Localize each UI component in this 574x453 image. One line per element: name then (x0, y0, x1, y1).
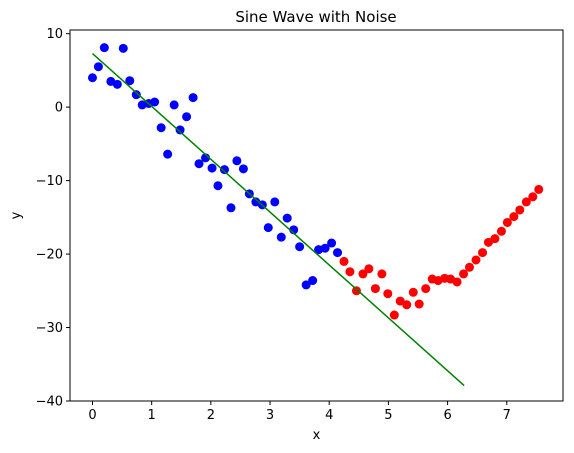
plot-area (88, 43, 543, 385)
data-point-series-1 (497, 227, 506, 236)
data-point-series-1 (377, 269, 386, 278)
data-point-series-0 (283, 214, 292, 223)
data-point-series-1 (453, 277, 462, 286)
trend-line (92, 54, 464, 386)
data-point-series-0 (163, 150, 172, 159)
data-point-series-0 (170, 100, 179, 109)
y-tick-label: −40 (36, 395, 63, 410)
data-point-series-0 (270, 197, 279, 206)
data-point-series-1 (534, 185, 543, 194)
data-point-series-0 (182, 112, 191, 121)
x-tick-label: 5 (384, 408, 392, 423)
data-point-series-0 (100, 43, 109, 52)
y-tick-label: 0 (55, 101, 63, 116)
y-tick-label: 10 (46, 27, 63, 42)
data-point-series-1 (371, 284, 380, 293)
x-axis-label: x (313, 428, 321, 443)
data-point-series-1 (390, 311, 399, 320)
data-point-series-1 (352, 286, 361, 295)
x-tick-label: 6 (443, 408, 451, 423)
data-point-series-1 (383, 289, 392, 298)
data-point-series-1 (340, 257, 349, 266)
x-tick-label: 4 (325, 408, 333, 423)
data-point-series-0 (88, 73, 97, 82)
data-point-series-0 (150, 97, 159, 106)
y-axis: −40 −30 −20 −10 0 10 (36, 27, 70, 409)
data-point-series-0 (327, 239, 336, 248)
x-tick-label: 3 (266, 408, 274, 423)
plot-frame (70, 30, 563, 401)
data-point-series-0 (94, 62, 103, 71)
y-axis-label: y (9, 211, 24, 219)
data-point-series-1 (421, 284, 430, 293)
data-point-series-0 (295, 242, 304, 251)
data-point-series-1 (465, 263, 474, 272)
data-point-series-1 (472, 255, 481, 264)
y-tick-label: −20 (36, 248, 63, 263)
data-point-series-1 (409, 288, 418, 297)
data-point-series-0 (277, 233, 286, 242)
data-point-series-0 (333, 248, 342, 257)
data-point-series-0 (264, 223, 273, 232)
data-point-series-0 (232, 156, 241, 165)
data-point-series-0 (189, 93, 198, 102)
data-point-series-1 (402, 300, 411, 309)
data-point-series-0 (239, 164, 248, 173)
x-axis: 0 1 2 3 4 5 6 7 (88, 401, 511, 423)
data-point-series-0 (119, 44, 128, 53)
data-point-series-0 (308, 276, 317, 285)
data-point-series-0 (208, 164, 217, 173)
x-tick-label: 0 (88, 408, 96, 423)
data-point-series-1 (364, 264, 373, 273)
y-tick-label: −30 (36, 321, 63, 336)
data-point-series-1 (478, 248, 487, 257)
data-point-series-0 (113, 80, 122, 89)
data-point-series-1 (345, 267, 354, 276)
y-tick-label: −10 (36, 174, 63, 189)
x-tick-label: 2 (207, 408, 215, 423)
x-tick-label: 1 (148, 408, 156, 423)
data-point-series-1 (415, 300, 424, 309)
data-point-series-1 (515, 205, 524, 214)
data-point-series-0 (157, 123, 166, 132)
data-point-series-0 (226, 203, 235, 212)
chart-title: Sine Wave with Noise (235, 8, 396, 26)
data-point-series-1 (528, 192, 537, 201)
data-point-series-0 (213, 181, 222, 190)
data-point-series-1 (490, 234, 499, 243)
x-tick-label: 7 (503, 408, 511, 423)
